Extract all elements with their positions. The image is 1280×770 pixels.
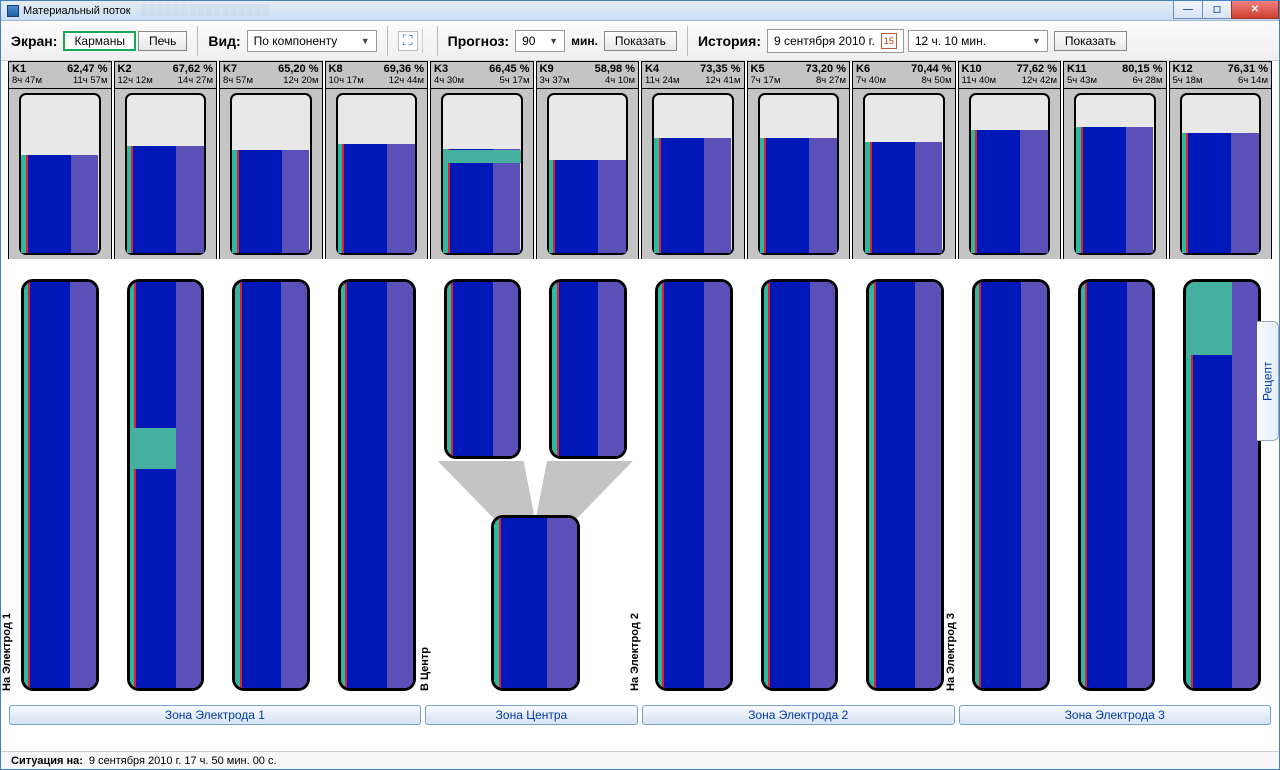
pockets-button[interactable]: Карманы [63, 31, 136, 51]
pocket-funnel [958, 89, 1062, 259]
pocket-header: K366,45 % 4ч 30м5ч 17м [430, 61, 534, 89]
forecast-show-button[interactable]: Показать [604, 31, 677, 51]
pocket-funnel [430, 89, 534, 259]
pocket-header: K573,20 % 7ч 17м8ч 27м [747, 61, 851, 89]
status-bar: Ситуация на: 9 сентября 2010 г. 17 ч. 50… [1, 751, 1279, 769]
pocket-funnel [1063, 89, 1167, 259]
calendar-icon[interactable]: 15 [881, 33, 897, 49]
pocket-funnel [8, 89, 112, 259]
view-value: По компоненту [254, 34, 338, 48]
pocket-header: K670,44 % 7ч 40м8ч 50м [852, 61, 956, 89]
pocket-column [127, 279, 205, 691]
pocket-header: K1077,62 % 11ч 40м12ч 42м [958, 61, 1062, 89]
pocket-header: K1276,31 % 5ч 18м6ч 14м [1169, 61, 1273, 89]
forecast-label: Прогноз: [448, 33, 509, 49]
screen-label: Экран: [11, 33, 57, 49]
view-dropdown[interactable]: По компоненту ▼ [247, 30, 377, 52]
toolbar: Экран: Карманы Печь Вид: По компоненту ▼… [1, 21, 1279, 61]
pocket-header: K958,98 % 3ч 37м4ч 10м [536, 61, 640, 89]
zone-label[interactable]: Зона Электрода 3 [959, 705, 1272, 725]
forecast-unit: мин. [571, 34, 598, 48]
zone-vertical-label: На Электрод 3 [945, 613, 957, 691]
fullscreen-icon[interactable]: ⛶ [398, 31, 418, 51]
status-label: Ситуация на: [11, 755, 83, 767]
title-blur: ░░░░░░░░░░░░░░░░ [141, 5, 270, 16]
history-date: 9 сентября 2010 г. [774, 34, 875, 48]
chevron-down-icon: ▼ [1032, 36, 1041, 46]
zone-bar: Зона Электрода 1Зона ЦентраЗона Электрод… [7, 705, 1273, 725]
zone-label[interactable]: Зона Электрода 2 [642, 705, 955, 725]
zone-vertical-label: На Электрод 1 [1, 613, 13, 691]
pocket-column [972, 279, 1050, 691]
pocket-header: K473,35 % 11ч 24м12ч 41м [641, 61, 745, 89]
zone-label[interactable]: Зона Электрода 1 [9, 705, 421, 725]
window-title: Материальный поток [23, 5, 131, 17]
history-label: История: [698, 33, 761, 49]
zone-vertical-label: На Электрод 2 [629, 613, 641, 691]
app-icon [7, 5, 19, 17]
pocket-funnel [852, 89, 956, 259]
pocket-column [866, 279, 944, 691]
titlebar: Материальный поток ░░░░░░░░░░░░░░░░ — ◻ … [1, 1, 1279, 21]
history-time-dropdown[interactable]: 12 ч. 10 мин. ▼ [908, 30, 1048, 52]
history-date-picker[interactable]: 9 сентября 2010 г. 15 [767, 29, 904, 53]
pocket-header: K869,36 % 10ч 17м12ч 44м [325, 61, 429, 89]
view-label: Вид: [208, 33, 240, 49]
pocket-column [1183, 279, 1261, 691]
pocket-header: K162,47 % 8ч 47м11ч 57м [8, 61, 112, 89]
forecast-value: 90 [522, 34, 535, 48]
pocket-funnel [641, 89, 745, 259]
maximize-button[interactable]: ◻ [1202, 1, 1232, 19]
chevron-down-icon: ▼ [549, 36, 558, 46]
pocket-funnel [747, 89, 851, 259]
main-canvas: K162,47 % 8ч 47м11ч 57м K267,62 % 12ч 12… [1, 61, 1279, 751]
zone-vertical-label: В Центр [419, 647, 431, 691]
pocket-funnel [1169, 89, 1273, 259]
zone-label[interactable]: Зона Центра [425, 705, 638, 725]
pocket-column [655, 279, 733, 691]
pocket-funnel [219, 89, 323, 259]
pocket-column [761, 279, 839, 691]
minimize-button[interactable]: — [1173, 1, 1203, 19]
close-button[interactable]: ✕ [1231, 1, 1279, 19]
pocket-funnel [114, 89, 218, 259]
pocket-K9: K958,98 % 3ч 37м4ч 10м [536, 61, 640, 701]
furnace-button[interactable]: Печь [138, 31, 187, 51]
pockets-row: K162,47 % 8ч 47м11ч 57м K267,62 % 12ч 12… [7, 61, 1273, 701]
pocket-column [1078, 279, 1156, 691]
pocket-header: K1180,15 % 5ч 43м6ч 28м [1063, 61, 1167, 89]
history-show-button[interactable]: Показать [1054, 31, 1127, 51]
pocket-funnel [536, 89, 640, 259]
pocket-column-short [444, 279, 522, 459]
chevron-down-icon: ▼ [361, 36, 370, 46]
history-time: 12 ч. 10 мин. [915, 34, 986, 48]
pocket-column [21, 279, 99, 691]
status-value: 9 сентября 2010 г. 17 ч. 50 мин. 00 с. [89, 755, 277, 767]
recipe-tab[interactable]: Рецепт [1257, 321, 1279, 441]
pocket-header: K765,20 % 8ч 57м12ч 20м [219, 61, 323, 89]
forecast-value-dropdown[interactable]: 90 ▼ [515, 30, 565, 52]
pocket-column [232, 279, 310, 691]
pocket-header: K267,62 % 12ч 12м14ч 27м [114, 61, 218, 89]
pocket-column [338, 279, 416, 691]
pocket-funnel [325, 89, 429, 259]
